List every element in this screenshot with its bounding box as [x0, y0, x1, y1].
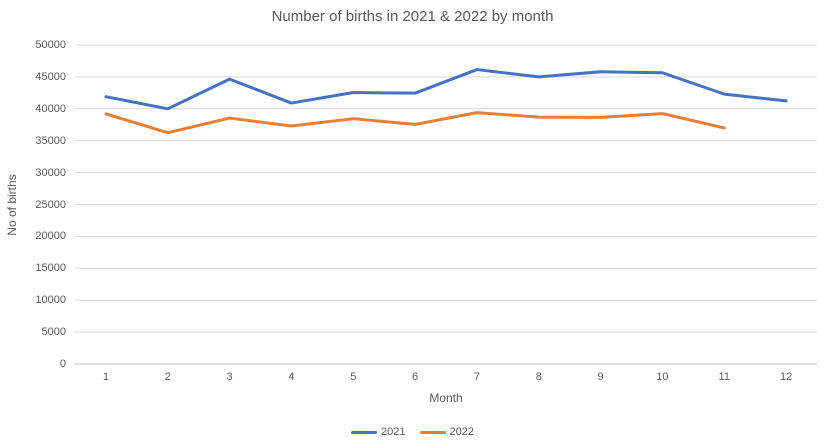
- series-line-2022: [104, 111, 726, 135]
- legend-item-2022: 2022: [419, 426, 474, 438]
- legend-item-2021: 2021: [351, 426, 406, 438]
- legend-label-2021: 2021: [381, 426, 406, 438]
- x-axis-title: Month: [429, 391, 463, 405]
- x-tick-label: 11: [718, 371, 730, 383]
- y-tick-label: 30000: [35, 166, 66, 179]
- x-tick-label: 2: [164, 371, 171, 383]
- y-tick-label: 10000: [35, 294, 66, 307]
- x-tick-label: 8: [535, 371, 542, 383]
- y-tick-label: 45000: [35, 70, 66, 83]
- y-tick-label: 5000: [41, 326, 66, 339]
- y-tick-label: 0: [59, 358, 66, 370]
- x-tick-label: 5: [350, 371, 357, 383]
- x-tick-label: 4: [288, 371, 295, 383]
- legend-swatch-2022: [419, 430, 446, 434]
- x-tick-label: 1: [102, 371, 109, 383]
- legend-label-2022: 2022: [449, 426, 474, 438]
- series-line-2021: [104, 68, 788, 111]
- y-tick-label: 20000: [35, 230, 66, 243]
- y-tick-label: 35000: [35, 134, 66, 147]
- chart-title: Number of births in 2021 & 2022 by month: [271, 8, 554, 25]
- x-tick-label: 6: [412, 371, 419, 383]
- x-tick-label: 12: [779, 371, 793, 383]
- x-tick-label: 10: [656, 371, 669, 383]
- y-tick-label: 50000: [35, 39, 66, 51]
- x-tick-label: 7: [473, 371, 480, 383]
- x-tick-label: 3: [226, 371, 233, 383]
- y-tick-label: 40000: [35, 102, 66, 115]
- y-tick-label: 15000: [35, 262, 66, 275]
- legend-swatch-2021: [351, 430, 378, 434]
- y-tick-label: 25000: [35, 198, 66, 211]
- x-tick-label: 9: [597, 371, 604, 383]
- legend: 2021 2022: [0, 426, 825, 438]
